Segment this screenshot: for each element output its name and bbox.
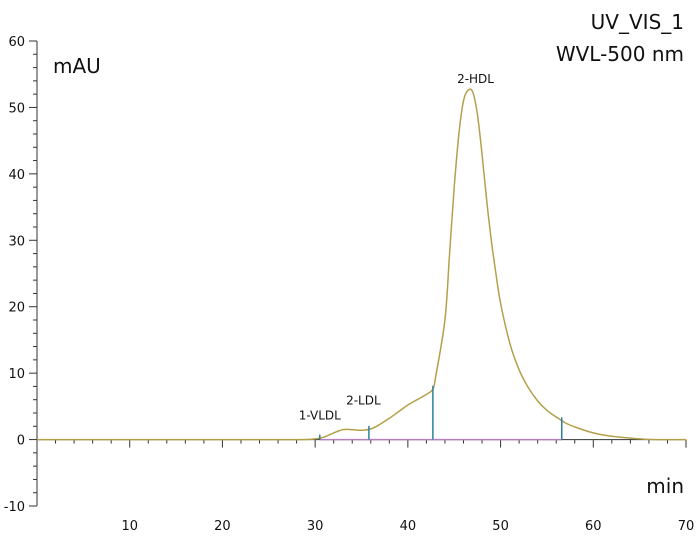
x-axis-label: min	[646, 474, 684, 498]
peak-marker-layer	[319, 385, 563, 440]
x-tick-label: 40	[400, 519, 417, 534]
x-tick-label: 30	[307, 519, 324, 534]
x-tick-label: 70	[678, 519, 695, 534]
x-tick-label: 20	[214, 519, 231, 534]
y-tick-label: 20	[8, 301, 25, 316]
y-tick-label: 40	[8, 168, 25, 183]
peak-label: 2-LDL	[346, 393, 381, 407]
trace-title-line2: WVL-500 nm	[555, 42, 684, 66]
y-tick-label: -10	[4, 500, 25, 515]
y-tick-label: 30	[8, 234, 25, 249]
axes: -10 0 10 20 30 40 50 60 10 20 30 40 50 60 70	[4, 35, 695, 534]
peak-label: 1-VLDL	[299, 409, 341, 423]
y-tick-label: 50	[8, 101, 25, 116]
x-tick-label: 10	[121, 519, 138, 534]
peak-label: 2-HDL	[457, 72, 494, 86]
x-tick-label: 60	[585, 519, 602, 534]
y-tick-label: 60	[8, 35, 25, 50]
y-tick-label: 10	[8, 367, 25, 382]
trace-layer	[37, 88, 687, 441]
trace-title-line1: UV_VIS_1	[590, 10, 684, 34]
y-tick-label: 0	[17, 434, 25, 449]
peak-label-layer: 1-VLDL 2-LDL 2-HDL	[299, 72, 495, 423]
y-axis-label: mAU	[53, 54, 101, 78]
x-tick-label: 50	[492, 519, 509, 534]
chromatogram-trace	[37, 88, 687, 441]
